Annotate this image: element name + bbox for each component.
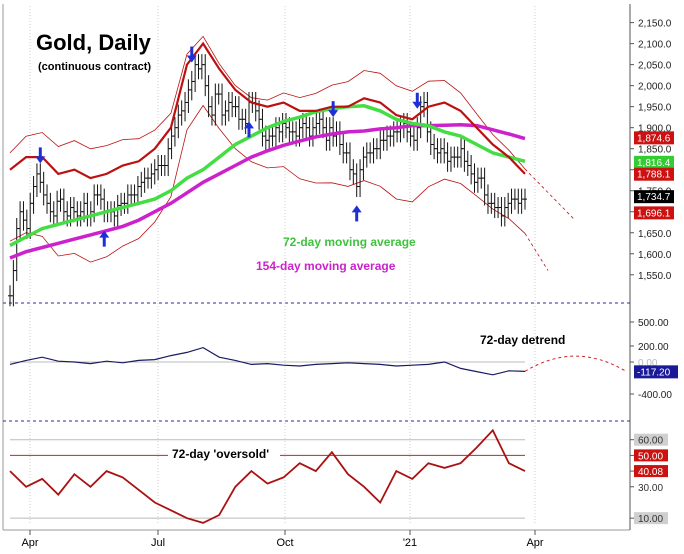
annotation-ma154: 154-day moving average bbox=[256, 259, 396, 273]
arrow-down-icon bbox=[412, 92, 423, 109]
x-axis: Apr Jul Oct '21 Apr bbox=[21, 530, 544, 549]
oversold-panel: 60.00 50.00 40.08 30.00 10.00 bbox=[9, 428, 668, 525]
y-tick-label: 200.00 bbox=[638, 342, 669, 353]
y-tick-label: 1,900.0 bbox=[638, 124, 672, 135]
arrow-up-icon bbox=[99, 230, 110, 247]
y-tick-label: 2,050.0 bbox=[638, 61, 672, 72]
cycle-line bbox=[9, 41, 526, 180]
y-tick-label: 30.00 bbox=[638, 483, 663, 494]
x-tick-label: Apr bbox=[526, 537, 543, 549]
y-tick-label: 2,100.0 bbox=[638, 40, 672, 51]
y-tick-label: 1,650.0 bbox=[638, 229, 672, 240]
y-tick-label: 1,850.0 bbox=[638, 145, 672, 156]
value-tag-label: 1,816.4 bbox=[637, 158, 671, 169]
annotation-ma72: 72-day moving average bbox=[283, 235, 416, 249]
lower-band-projection bbox=[524, 233, 549, 271]
value-tag-label: -117.20 bbox=[637, 367, 671, 378]
chart-title: Gold, Daily bbox=[36, 30, 152, 55]
value-tag: 1,734.7 bbox=[634, 190, 674, 204]
oversold-line bbox=[9, 428, 526, 524]
y-tick-tag bbox=[634, 449, 668, 462]
annotation-gap bbox=[168, 448, 280, 463]
value-tag-label: 1,874.6 bbox=[637, 133, 671, 144]
price-bar bbox=[523, 188, 527, 210]
detrend-line bbox=[9, 346, 526, 376]
value-tag: 1,874.6 bbox=[634, 131, 674, 145]
price-bars bbox=[8, 54, 527, 307]
value-tag-label: 1,696.1 bbox=[637, 208, 671, 219]
y-tick-tag bbox=[634, 433, 668, 446]
upper-band bbox=[9, 35, 526, 170]
y-tick-label: 2,000.0 bbox=[638, 82, 672, 93]
arrow-down-icon bbox=[35, 147, 46, 164]
x-tick-label: Apr bbox=[21, 537, 38, 549]
y-tick-label: 1,950.0 bbox=[638, 103, 672, 114]
y-tick-label: 50.00 bbox=[638, 451, 663, 462]
series-lines bbox=[9, 41, 526, 260]
annotation-detrend: 72-day detrend bbox=[480, 333, 565, 347]
value-tag: 1,816.4 bbox=[634, 155, 674, 169]
value-tag: 1,696.1 bbox=[634, 206, 674, 220]
ma154-line bbox=[9, 122, 526, 260]
arrow-up-icon bbox=[243, 121, 254, 138]
y-tick-label: 2,150.0 bbox=[638, 19, 672, 30]
value-tag: 1,788.1 bbox=[634, 167, 674, 181]
ma72-line bbox=[9, 104, 526, 247]
arrow-up-icon bbox=[351, 205, 362, 222]
y-tick-tag bbox=[634, 512, 668, 525]
x-tick-label: '21 bbox=[403, 537, 417, 549]
y-tick-label: 1,550.0 bbox=[638, 271, 672, 282]
arrow-down-icon bbox=[186, 46, 197, 63]
chart-subtitle: (continuous contract) bbox=[38, 61, 151, 73]
lower-band bbox=[9, 104, 526, 263]
y-tick-label: 0.00 bbox=[638, 358, 658, 369]
x-tick-label: Jul bbox=[151, 537, 165, 549]
y-tick-label: 10.00 bbox=[638, 514, 663, 525]
annotation-oversold: 72-day 'oversold' bbox=[172, 447, 269, 461]
value-tag-label: 1,734.7 bbox=[637, 192, 671, 203]
value-tags: 1,874.6 1,816.41,788.1 1,734.7 1,696.1 -117.… bbox=[634, 131, 678, 379]
cycle-arrows bbox=[35, 46, 423, 247]
y-tick-label: 500.00 bbox=[638, 318, 669, 329]
detrend-panel: 500.00 200.00 0.00 -400.00 bbox=[9, 318, 672, 401]
value-tag: -117.20 bbox=[634, 365, 678, 379]
grid bbox=[29, 6, 536, 525]
x-tick-label: Oct bbox=[276, 537, 293, 549]
frame bbox=[2, 4, 631, 531]
y-tick-label: 60.00 bbox=[638, 436, 663, 447]
y-tick-label: 40.08 bbox=[638, 467, 663, 478]
envelope-bands bbox=[9, 35, 576, 271]
y-tick-tag bbox=[634, 465, 668, 478]
y-tick-label: 1,600.0 bbox=[638, 250, 672, 261]
value-tag-label: 1,788.1 bbox=[637, 170, 671, 181]
y-tick-label: -400.00 bbox=[638, 390, 672, 401]
arrow-down-icon bbox=[328, 101, 339, 118]
